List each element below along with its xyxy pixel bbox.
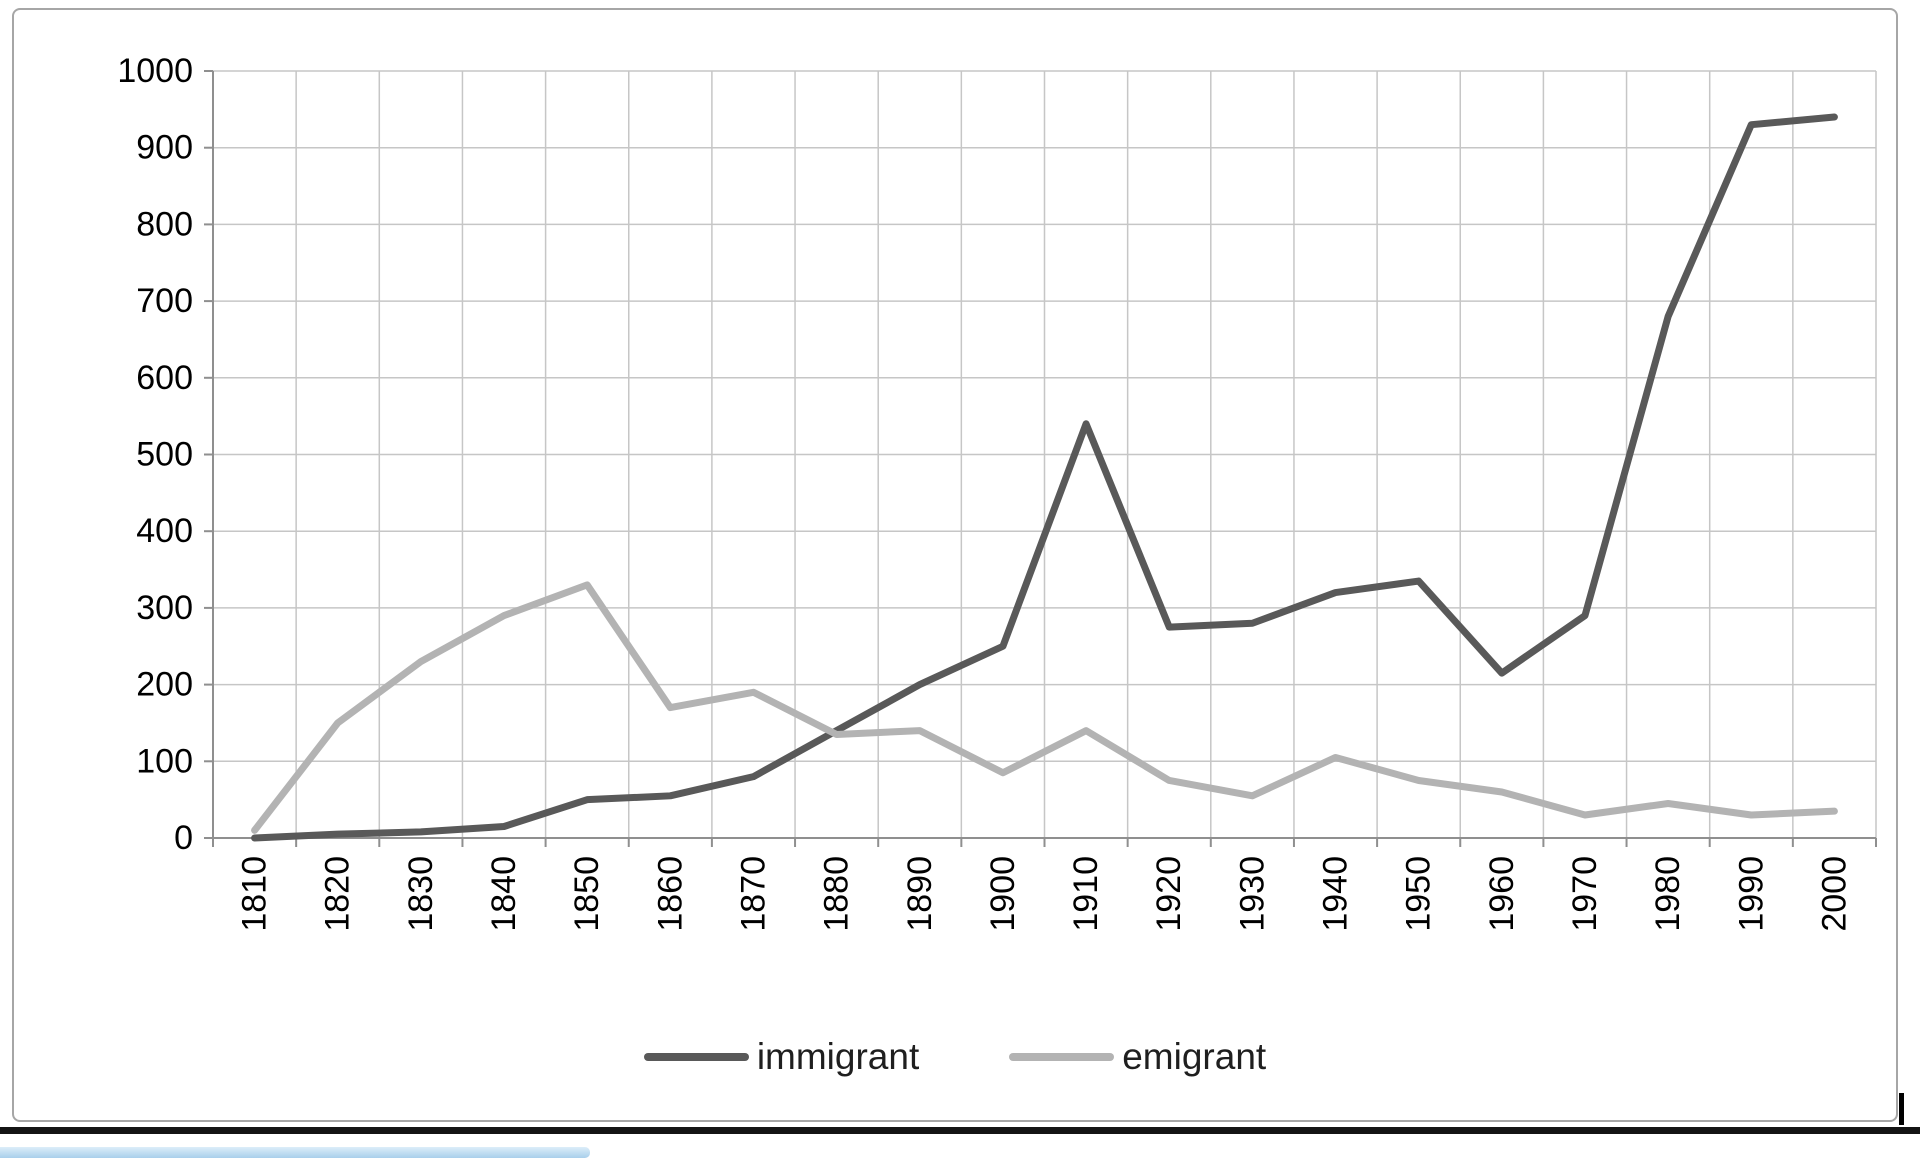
chart-legend: immigrant emigrant (14, 1036, 1896, 1078)
legend-label-immigrant: immigrant (756, 1036, 920, 1077)
x-axis-label: 1820 (319, 856, 357, 932)
x-axis-label: 1970 (1566, 856, 1604, 932)
x-axis-label: 1940 (1317, 856, 1355, 932)
y-axis-label: 0 (174, 819, 193, 857)
x-axis-label: 1840 (485, 856, 523, 932)
x-axis-label: 1870 (734, 856, 772, 932)
y-axis-label: 600 (136, 359, 193, 397)
immigrant-line-swatch (643, 1053, 749, 1061)
x-axis-label: 1880 (818, 856, 856, 932)
series-emigrant-line (251, 581, 1838, 834)
x-axis-label: 1860 (651, 856, 689, 932)
x-axis-label: 2000 (1815, 856, 1853, 932)
x-axis-label: 1950 (1400, 856, 1438, 932)
y-axis-label: 300 (136, 589, 193, 627)
y-axis-label: 500 (136, 436, 193, 474)
emigrant-line-swatch (1009, 1053, 1115, 1061)
legend-item-immigrant: immigrant (643, 1036, 920, 1078)
series-immigrant-line (251, 113, 1838, 842)
y-axis-label: 400 (136, 512, 193, 550)
x-axis-label: 1960 (1483, 856, 1521, 932)
y-axis-label: 700 (136, 282, 193, 320)
x-axis-label: 1810 (236, 856, 274, 932)
x-axis-label: 1850 (568, 856, 606, 932)
x-axis-label: 1910 (1067, 856, 1105, 932)
legend-label-emigrant: emigrant (1122, 1036, 1267, 1077)
chart-frame: 0 100 200 300 400 500 600 700 800 900 1000 1810 1820… (12, 8, 1898, 1122)
y-axis-label: 100 (136, 742, 193, 780)
x-axis-label: 1990 (1732, 856, 1770, 932)
taskbar-edge-strip (0, 1147, 590, 1158)
x-axis-label: 1830 (402, 856, 440, 932)
x-axis-label: 1920 (1150, 856, 1188, 932)
x-axis-label: 1890 (901, 856, 939, 932)
text-cursor (1899, 1093, 1904, 1125)
y-axis-label: 900 (136, 129, 193, 167)
x-axis-label: 1900 (984, 856, 1022, 932)
y-axis-label: 800 (136, 205, 193, 243)
legend-item-emigrant: emigrant (1009, 1036, 1266, 1078)
x-axis-label: 1930 (1233, 856, 1271, 932)
window-bottom-border (0, 1127, 1920, 1134)
line-chart-plot: 0 100 200 300 400 500 600 700 800 900 1000 1810 1820… (117, 52, 1877, 932)
y-axis-label: 200 (136, 666, 193, 704)
x-axis-label: 1980 (1649, 856, 1687, 932)
y-axis-label: 1000 (117, 52, 193, 90)
